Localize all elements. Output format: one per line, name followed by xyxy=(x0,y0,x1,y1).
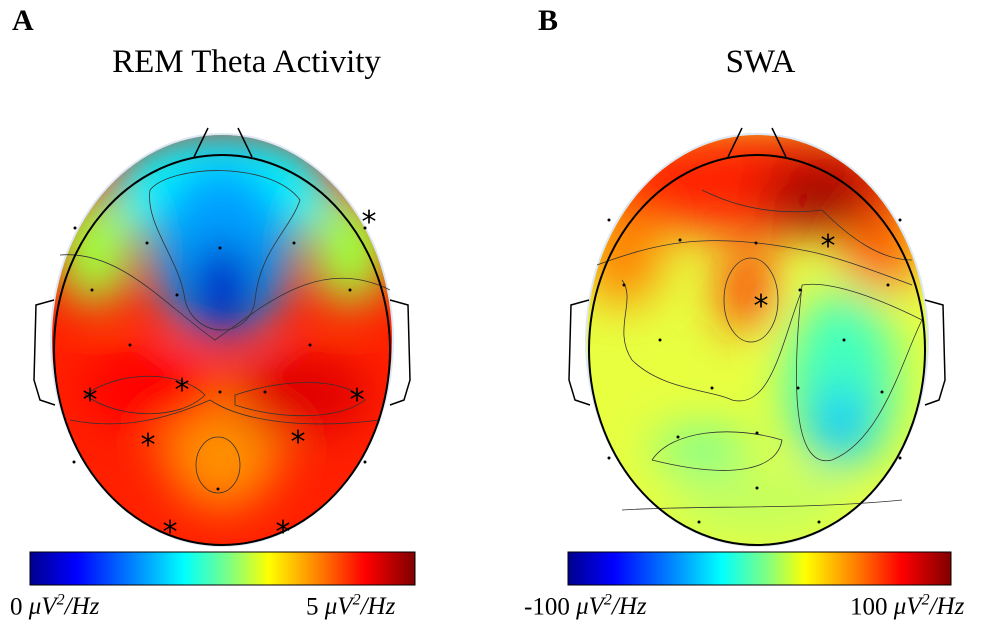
significance-markers: * * * * * * * * xyxy=(83,205,377,550)
heatmap xyxy=(587,135,927,545)
colorbar-max-label: 100 μV2/Hz xyxy=(850,592,965,621)
nose-outline xyxy=(727,127,787,158)
significance-marker: * xyxy=(350,383,365,418)
significance-marker: * xyxy=(163,515,178,550)
topomap-swa: * * xyxy=(567,127,952,586)
left-ear-outline xyxy=(33,299,56,406)
panel-title: SWA xyxy=(725,44,796,80)
significance-marker: * xyxy=(821,229,836,264)
colorbar xyxy=(29,551,416,586)
contour-lines xyxy=(596,189,923,511)
significance-marker: * xyxy=(291,425,306,460)
right-ear-outline xyxy=(924,299,946,406)
significance-marker: * xyxy=(276,515,291,550)
electrodes xyxy=(607,218,902,524)
significance-marker: * xyxy=(362,205,377,240)
panel-title: REM Theta Activity xyxy=(112,44,381,80)
electrodes xyxy=(72,226,367,491)
significance-marker: * xyxy=(141,428,156,463)
panel-a: A REM Theta Activity xyxy=(0,0,501,632)
panel-b: B SWA xyxy=(502,0,1003,632)
head-outline xyxy=(588,154,926,546)
significance-markers: * * xyxy=(754,229,836,324)
head-outline xyxy=(53,154,391,546)
colorbar-max-label: 5 μV2/Hz xyxy=(306,592,396,621)
left-ear-outline xyxy=(568,299,591,406)
contour-lines xyxy=(59,170,391,494)
colorbar-min-label: 0 μV2/Hz xyxy=(10,592,100,621)
right-ear-outline xyxy=(389,299,411,406)
nose-outline xyxy=(193,127,253,158)
heatmap xyxy=(52,135,392,545)
colorbar-min-label: -100 μV2/Hz xyxy=(524,592,647,621)
topomap-rem-theta: * * * * * * * * xyxy=(29,127,416,586)
colorbar xyxy=(567,551,952,586)
panel-letter: A xyxy=(12,4,34,37)
significance-marker: * xyxy=(754,289,769,324)
significance-marker: * xyxy=(175,373,190,408)
panel-letter: B xyxy=(538,4,559,37)
significance-marker: * xyxy=(83,383,98,418)
